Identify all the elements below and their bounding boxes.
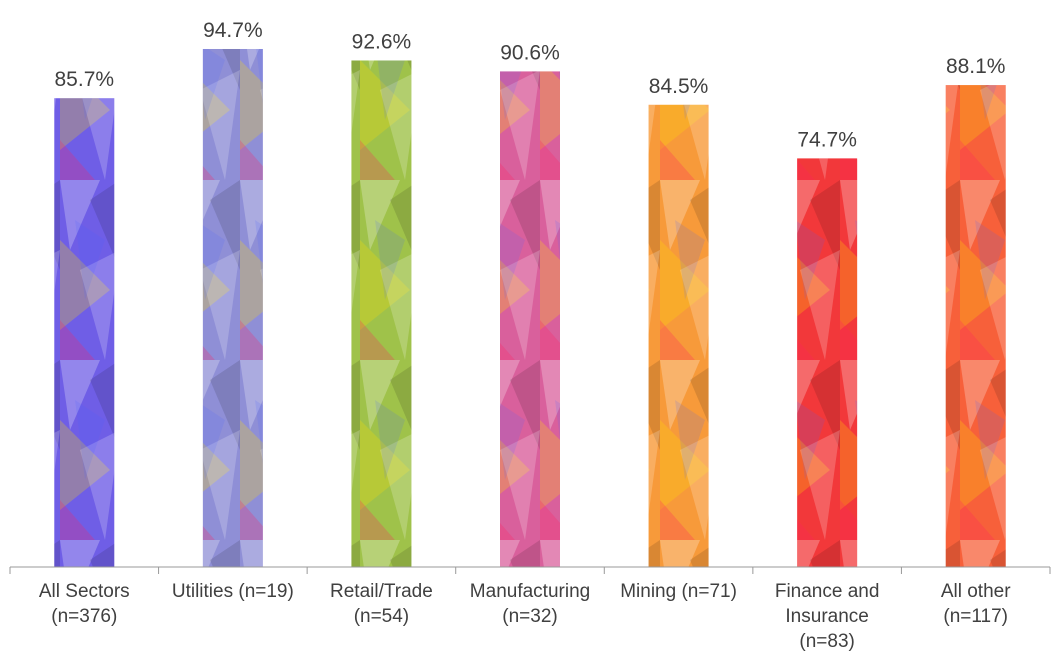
value-label: 85.7% bbox=[55, 68, 115, 91]
bar-texture bbox=[54, 98, 114, 567]
bar-texture bbox=[946, 85, 1006, 567]
value-label: 94.7% bbox=[203, 19, 263, 42]
bar-texture bbox=[351, 60, 411, 567]
x-tick-label: Manufacturing (n=32) bbox=[454, 579, 606, 629]
x-tick-label: Mining (n=71) bbox=[603, 579, 755, 604]
chart-canvas: 85.7% 94.7% 92.6% 90.6% 84.5% 74.7% 88.1% bbox=[0, 0, 1062, 667]
value-label: 88.1% bbox=[946, 55, 1006, 78]
bar-texture bbox=[797, 158, 857, 567]
chart: 85.7% 94.7% 92.6% 90.6% 84.5% 74.7% 88.1% All … bbox=[0, 0, 1062, 667]
value-label: 84.5% bbox=[649, 75, 709, 98]
x-tick-label: Retail/Trade (n=54) bbox=[305, 579, 457, 629]
bar-texture bbox=[649, 105, 709, 567]
bar-texture bbox=[500, 71, 560, 567]
x-tick-label: All other (n=117) bbox=[900, 579, 1052, 629]
x-tick-label: Finance and Insurance (n=83) bbox=[751, 579, 903, 654]
value-label: 74.7% bbox=[797, 128, 857, 151]
x-tick-label: All Sectors (n=376) bbox=[8, 579, 160, 629]
value-label: 92.6% bbox=[352, 30, 412, 53]
x-tick-label: Utilities (n=19) bbox=[157, 579, 309, 604]
value-label: 90.6% bbox=[500, 41, 560, 64]
bar-texture bbox=[203, 49, 263, 567]
